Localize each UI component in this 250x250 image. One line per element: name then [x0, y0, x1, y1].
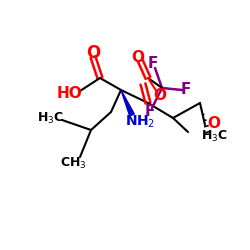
Text: O: O [86, 44, 100, 62]
Text: O: O [154, 88, 166, 104]
Text: H$_3$C: H$_3$C [36, 110, 64, 126]
Text: CH$_3$: CH$_3$ [60, 156, 86, 170]
Text: HO: HO [56, 86, 82, 100]
Text: O: O [208, 116, 220, 132]
Polygon shape [121, 90, 134, 116]
Text: NH$_2$: NH$_2$ [125, 114, 155, 130]
Text: O: O [132, 50, 144, 64]
Text: H$_3$C: H$_3$C [200, 128, 228, 144]
Text: F: F [181, 82, 191, 98]
Text: F: F [145, 104, 155, 120]
Text: F: F [148, 56, 158, 72]
